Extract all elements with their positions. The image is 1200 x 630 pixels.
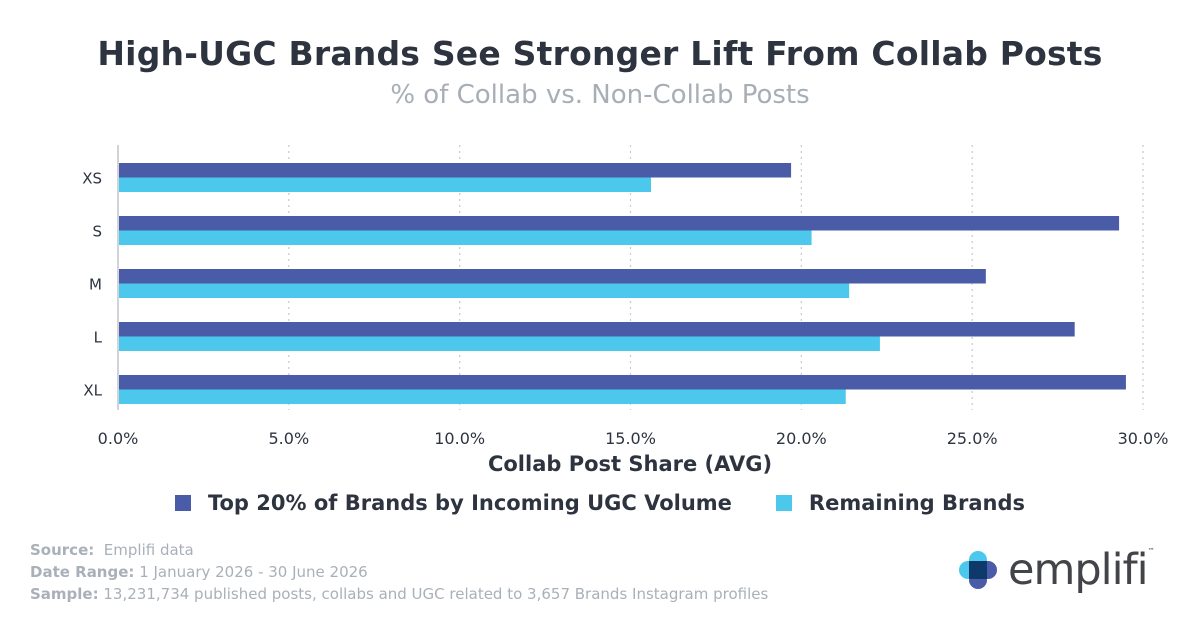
emplifi-logo-tm: ™ [1147, 547, 1155, 555]
date-range-value: 1 January 2026 - 30 June 2026 [139, 563, 368, 581]
bar-l-series-1 [119, 322, 1075, 337]
bar-s-series-1 [119, 216, 1120, 231]
date-range-label: Date Range: [30, 563, 135, 581]
x-tick-label-3: 15.0% [605, 429, 656, 448]
emplifi-logo-icon [959, 551, 997, 589]
date-range-line: Date Range: 1 January 2026 - 30 June 202… [30, 561, 768, 583]
bar-xl-series-1 [119, 375, 1126, 390]
legend-swatch-series-2 [775, 495, 792, 511]
chart-subtitle: % of Collab vs. Non-Collab Posts [390, 80, 810, 110]
x-tick-label-5: 25.0% [947, 429, 998, 448]
y-tick-label-xs: XS [82, 170, 102, 188]
bar-xl-series-2 [119, 389, 846, 404]
x-axis-title: Collab Post Share (AVG) [488, 452, 772, 476]
source-label: Source: [30, 541, 95, 559]
legend: Top 20% of Brands by Incoming UGC Volume… [0, 491, 1200, 515]
y-tick-label-m: M [89, 276, 102, 294]
emplifi-logo: emplifi ™ [956, 545, 1166, 595]
sample-line: Sample: 13,231,734 published posts, coll… [30, 583, 768, 605]
sample-label: Sample: [30, 585, 99, 603]
bar-xs-series-2 [119, 177, 651, 192]
y-tick-label-s: S [92, 223, 102, 241]
legend-item-series-2: Remaining Brands [775, 491, 1026, 515]
footer-notes: Source: Emplifi data Date Range: 1 Janua… [30, 539, 768, 605]
bar-m-series-1 [119, 269, 986, 284]
emplifi-logo-wordmark: emplifi [1008, 545, 1149, 595]
source-line: Source: Emplifi data [30, 539, 768, 561]
x-tick-label-4: 20.0% [776, 429, 827, 448]
x-tick-label-0: 0.0% [98, 429, 139, 448]
source-value: Emplifi data [103, 541, 194, 559]
legend-label-series-2: Remaining Brands [808, 491, 1026, 515]
legend-item-series-1: Top 20% of Brands by Incoming UGC Volume [174, 491, 732, 515]
bar-s-series-2 [119, 230, 812, 245]
x-tick-label-6: 30.0% [1118, 429, 1169, 448]
legend-swatch-series-1 [174, 495, 191, 511]
y-tick-label-xl: XL [83, 382, 102, 400]
bar-chart: XS S M L XL 0.0% 5.0% 10.0% 15.0% 20.0% 25.0% 30.0%… [82, 145, 1169, 476]
x-tick-label-1: 5.0% [269, 429, 310, 448]
sample-value: 13,231,734 published posts, collabs and … [103, 585, 769, 603]
bar-m-series-2 [119, 283, 850, 298]
chart-title: High-UGC Brands See Stronger Lift From C… [97, 34, 1103, 73]
bar-xs-series-1 [119, 163, 792, 178]
bar-l-series-2 [119, 336, 880, 351]
x-tick-label-2: 10.0% [434, 429, 485, 448]
y-tick-label-l: L [94, 329, 103, 347]
legend-label-series-1: Top 20% of Brands by Incoming UGC Volume [207, 491, 732, 515]
